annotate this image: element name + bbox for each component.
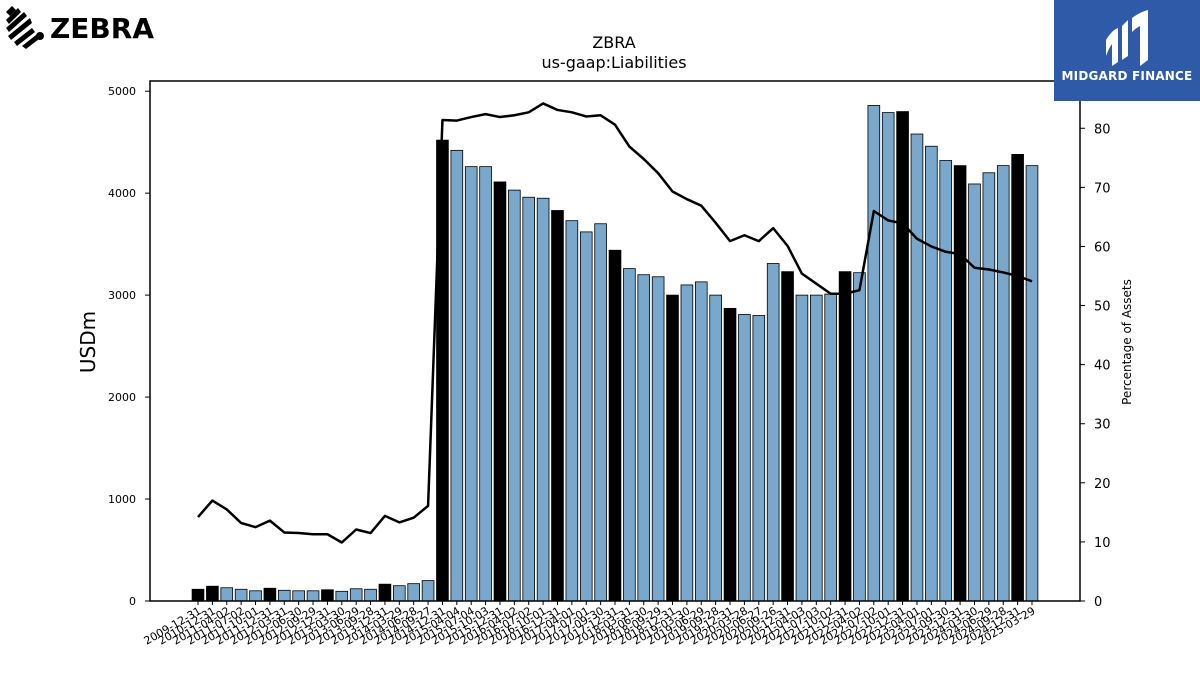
- y2-tick-label: 0: [1094, 595, 1102, 610]
- bar-2020-06-27: [752, 315, 766, 602]
- bar-2015-07-04: [464, 166, 478, 602]
- pct-of-assets-line: [197, 102, 1033, 544]
- bar-2014-09-27: [421, 580, 435, 602]
- midgard-emblem-icon: [1106, 10, 1148, 66]
- bar-2023-09-30: [939, 160, 953, 602]
- percentage-line-series: [197, 102, 1033, 544]
- bar-2013-09-28: [364, 588, 377, 602]
- bar-2021-10-02: [824, 293, 837, 602]
- bar-2016-04-02: [508, 189, 521, 602]
- bar-2015-10-03: [479, 166, 492, 602]
- bar-2018-03-31: [623, 268, 636, 602]
- midgard-logo-text: MIDGARD FINANCE: [1061, 69, 1193, 83]
- bar-2023-12-31: [953, 165, 967, 602]
- y2-tick-label: 50: [1094, 300, 1111, 315]
- bar-2017-09-30: [594, 223, 607, 602]
- bar-2023-07-01: [925, 145, 938, 602]
- bar-2024-03-30: [968, 183, 981, 602]
- bar-2022-10-01: [881, 112, 895, 602]
- chart-title: ZBRA: [592, 33, 635, 52]
- bar-2024-12-31: [1011, 154, 1024, 602]
- bar-2019-12-31: [723, 307, 737, 602]
- y2-tick-label: 10: [1094, 536, 1111, 551]
- bar-2012-06-30: [292, 590, 305, 602]
- bar-2020-09-26: [766, 263, 780, 602]
- bar-2013-03-30: [335, 590, 349, 602]
- y2-tick-label: 80: [1094, 122, 1111, 137]
- y-tick-label: 5000: [108, 85, 136, 98]
- bar-2024-09-28: [996, 165, 1010, 602]
- y2-tick-label: 30: [1094, 418, 1111, 433]
- zebra-logo-text: ZEBRA: [50, 12, 154, 45]
- bar-2021-07-03: [810, 294, 823, 602]
- bar-2010-12-31: [206, 585, 219, 602]
- y2-axis-label: Percentage of Assets: [1120, 279, 1134, 405]
- bar-2019-06-29: [694, 281, 708, 602]
- bar-2014-03-29: [393, 585, 406, 602]
- chart-subtitle: us-gaap:Liabilities: [541, 53, 686, 72]
- bar-2022-04-02: [853, 272, 866, 602]
- bar-2013-12-31: [378, 583, 392, 602]
- y-tick-label: 1000: [108, 493, 136, 506]
- y-tick-label: 3000: [108, 289, 136, 302]
- bar-2014-06-28: [407, 583, 420, 602]
- axes: 0100020003000400050000102030405060708020…: [108, 80, 1111, 648]
- bar-2011-07-02: [234, 588, 248, 602]
- bar-2015-12-31: [493, 181, 507, 602]
- y2-tick-label: 60: [1094, 240, 1111, 255]
- bar-2012-03-31: [277, 589, 291, 602]
- bar-2012-09-29: [306, 590, 320, 602]
- bar-2023-04-01: [910, 133, 924, 602]
- midgard-finance-logo: MIDGARD FINANCE: [1054, 0, 1200, 101]
- bar-2020-03-28: [738, 314, 751, 602]
- bar-2018-09-29: [651, 276, 665, 602]
- bar-2019-03-30: [680, 284, 694, 602]
- bar-2020-12-31: [781, 271, 794, 602]
- bar-2017-07-01: [579, 231, 593, 602]
- bar-2011-12-31: [263, 587, 277, 602]
- bar-2018-12-31: [666, 294, 679, 602]
- bar-2016-12-31: [551, 210, 564, 602]
- bar-2011-10-01: [249, 590, 262, 602]
- bar-2024-06-29: [982, 172, 996, 602]
- y2-tick-label: 40: [1094, 359, 1111, 374]
- bar-2025-03-29: [1025, 165, 1039, 602]
- bar-2022-07-02: [867, 105, 881, 602]
- bar-2011-04-02: [220, 587, 234, 602]
- zebra-logo: ZEBRA: [4, 4, 154, 52]
- y-tick-label: 4000: [108, 187, 136, 200]
- y-axis-label: USDm: [76, 311, 100, 373]
- y-tick-label: 0: [129, 595, 136, 608]
- bar-2016-10-01: [536, 197, 550, 602]
- bar-2017-04-01: [565, 220, 579, 602]
- y-tick-label: 2000: [108, 391, 136, 404]
- bar-series: [191, 105, 1039, 602]
- bar-2017-12-31: [608, 249, 622, 602]
- bar-2021-04-03: [795, 294, 809, 602]
- bar-2013-06-29: [349, 588, 363, 602]
- y2-tick-label: 70: [1094, 181, 1111, 196]
- zebra-stripes-icon: [6, 6, 44, 49]
- bar-2012-12-31: [321, 589, 334, 602]
- bar-2015-04-04: [450, 149, 464, 602]
- bar-2021-12-31: [838, 271, 852, 602]
- bar-2018-06-30: [637, 274, 651, 602]
- bar-2019-09-28: [709, 294, 722, 602]
- bar-2016-07-02: [522, 196, 536, 602]
- bar-2009-12-31: [191, 588, 205, 602]
- y2-tick-label: 20: [1094, 477, 1111, 492]
- bar-2022-12-31: [896, 111, 909, 602]
